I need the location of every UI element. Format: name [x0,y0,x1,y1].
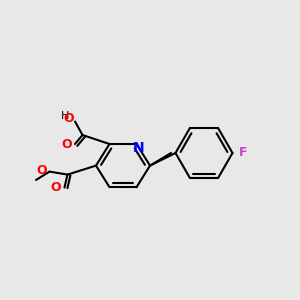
Text: O: O [63,112,74,125]
Text: O: O [37,164,47,178]
Text: O: O [61,137,72,151]
Text: H: H [61,111,70,121]
Text: N: N [133,142,145,155]
Text: F: F [239,146,248,160]
Text: O: O [51,181,62,194]
